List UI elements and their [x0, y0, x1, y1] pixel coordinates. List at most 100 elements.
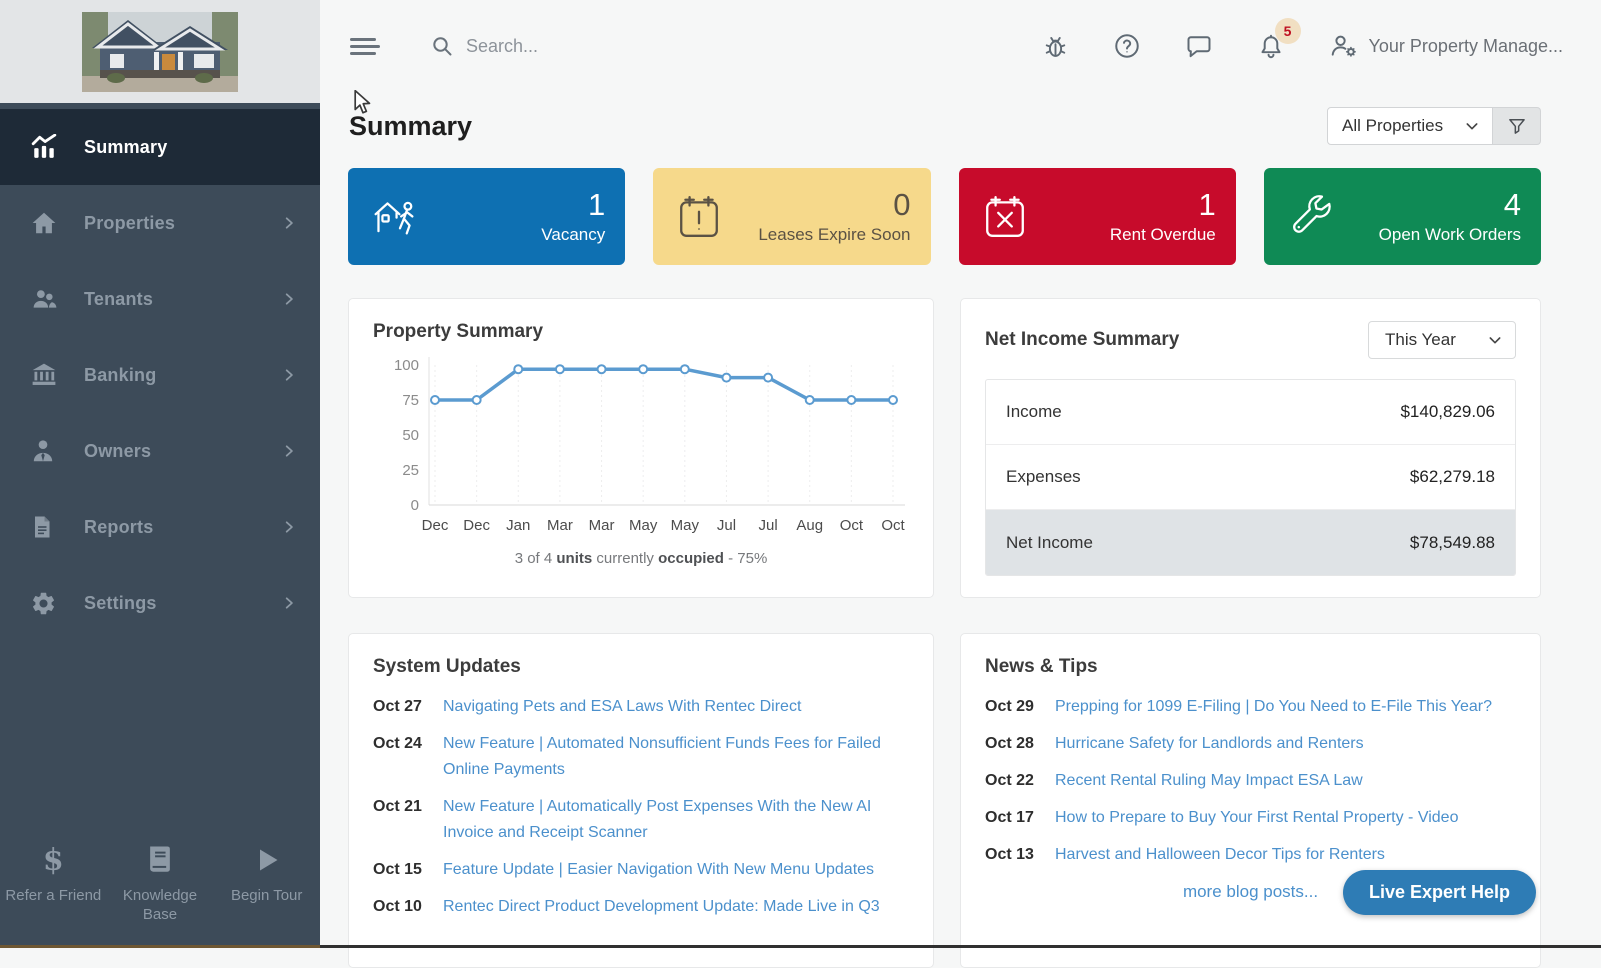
table-row: Income $140,829.06: [986, 380, 1515, 445]
property-filter-value: All Properties: [1342, 116, 1444, 135]
svg-text:50: 50: [402, 427, 419, 444]
chat-icon[interactable]: [1185, 32, 1213, 60]
list-item: Oct 21 New Feature | Automatically Post …: [373, 794, 909, 846]
main-content: 5 Your Proper: [320, 0, 1601, 968]
page-title: Summary: [349, 110, 473, 141]
sidebar-item-banking[interactable]: Banking: [0, 337, 320, 413]
footer-item-label: Begin Tour: [230, 887, 303, 904]
period-value: This Year: [1385, 330, 1456, 349]
post-date: Oct 15: [373, 861, 422, 878]
row-value: $62,279.18: [1409, 467, 1495, 486]
svg-text:Mar: Mar: [589, 517, 615, 534]
business-person-icon: [30, 436, 64, 466]
sidebar-footer: $ Refer a Friend Knowledge Base Begin To…: [0, 840, 320, 924]
stat-label: Open Work Orders: [1378, 225, 1521, 244]
post-date: Oct 13: [985, 846, 1034, 863]
sidebar-item-properties[interactable]: Properties: [0, 185, 320, 261]
post-link[interactable]: How to Prepare to Buy Your First Rental …: [1055, 809, 1459, 826]
sidebar-item-settings[interactable]: Settings: [0, 565, 320, 641]
search-icon: [430, 34, 454, 58]
page-header: Summary All Properties: [349, 102, 1541, 150]
knowledge-base-link[interactable]: Knowledge Base: [107, 840, 214, 924]
list-item: Oct 15 Feature Update | Easier Navigatio…: [373, 857, 909, 883]
panel-title: News & Tips: [985, 656, 1098, 677]
leases-expire-card[interactable]: 0 Leases Expire Soon: [653, 168, 931, 265]
sidebar-item-label: Settings: [84, 592, 157, 613]
document-icon: [30, 512, 64, 542]
refer-a-friend-link[interactable]: $ Refer a Friend: [0, 840, 107, 924]
sidebar-item-label: Banking: [84, 364, 157, 385]
help-icon[interactable]: [1113, 32, 1141, 60]
list-item: Oct 17 How to Prepare to Buy Your First …: [985, 805, 1516, 831]
rent-overdue-card[interactable]: 1 Rent Overdue: [958, 168, 1236, 265]
sidebar-item-tenants[interactable]: Tenants: [0, 261, 320, 337]
house-photo-logo: [82, 11, 238, 92]
list-item: Oct 13 Harvest and Halloween Decor Tips …: [985, 842, 1516, 868]
stat-value: 1: [1198, 187, 1216, 222]
sidebar: Summary Properties Tenants: [0, 0, 320, 948]
search-box: [430, 34, 786, 58]
bell-icon[interactable]: 5: [1257, 18, 1301, 60]
filter-button[interactable]: [1493, 107, 1541, 145]
topbar: 5 Your Proper: [320, 0, 1601, 92]
row-value: $78,549.88: [1409, 532, 1495, 552]
chevron-right-icon: [282, 594, 296, 612]
svg-text:Dec: Dec: [463, 517, 490, 534]
post-link[interactable]: Prepping for 1099 E-Filing | Do You Need…: [1055, 698, 1493, 715]
post-link[interactable]: New Feature | Automated Nonsufficient Fu…: [443, 735, 881, 778]
post-date: Oct 17: [985, 809, 1034, 826]
table-row: Expenses $62,279.18: [986, 445, 1515, 510]
summary-chart-icon: [30, 132, 64, 162]
post-date: Oct 21: [373, 798, 422, 815]
search-input[interactable]: [466, 35, 786, 57]
list-item: Oct 10 Rentec Direct Product Development…: [373, 894, 909, 920]
sidebar-item-owners[interactable]: Owners: [0, 413, 320, 489]
chevron-right-icon: [282, 214, 296, 232]
notification-badge: 5: [1274, 18, 1301, 44]
sidebar-item-reports[interactable]: Reports: [0, 489, 320, 565]
svg-text:Dec: Dec: [422, 517, 449, 534]
post-link[interactable]: Harvest and Halloween Decor Tips for Ren…: [1055, 846, 1385, 863]
post-date: Oct 10: [373, 898, 422, 915]
svg-text:0: 0: [411, 497, 419, 514]
svg-text:Mar: Mar: [547, 517, 573, 534]
post-link[interactable]: New Feature | Automatically Post Expense…: [443, 798, 872, 841]
company-logo[interactable]: [0, 0, 320, 103]
post-link[interactable]: Feature Update | Easier Navigation With …: [443, 861, 875, 878]
more-blog-posts-link[interactable]: more blog posts...: [1182, 882, 1319, 901]
sidebar-item-summary[interactable]: Summary: [0, 109, 320, 185]
post-link[interactable]: Recent Rental Ruling May Impact ESA Law: [1055, 772, 1363, 789]
bug-icon[interactable]: [1042, 33, 1069, 60]
panel-title: Net Income Summary: [985, 329, 1180, 350]
live-expert-help-button[interactable]: Live Expert Help: [1342, 870, 1536, 915]
vacancy-house-icon: [370, 196, 422, 238]
property-summary-panel: Property Summary 0 25 50 75 100 Dec Dec Jan Mar M…: [348, 298, 934, 598]
period-select[interactable]: This Year: [1368, 321, 1516, 359]
funnel-icon: [1507, 116, 1527, 136]
stat-label: Vacancy: [541, 225, 606, 244]
svg-text:75: 75: [402, 392, 419, 409]
post-link[interactable]: Navigating Pets and ESA Laws With Rentec…: [443, 698, 802, 715]
list-item: Oct 24 New Feature | Automated Nonsuffic…: [373, 731, 909, 783]
chevron-down-icon: [1487, 332, 1503, 348]
table-row-net-income: Net Income $78,549.88: [986, 510, 1515, 575]
gear-icon: [30, 588, 64, 618]
post-link[interactable]: Rentec Direct Product Development Update…: [443, 898, 880, 915]
sidebar-item-label: Reports: [84, 516, 154, 537]
system-updates-panel: System Updates Oct 27 Navigating Pets an…: [348, 633, 934, 968]
sidebar-nav: Summary Properties Tenants: [0, 103, 320, 641]
property-filter-select[interactable]: All Properties: [1327, 107, 1493, 145]
sidebar-item-label: Properties: [84, 212, 176, 233]
user-menu[interactable]: Your Property Manage...: [1329, 32, 1563, 60]
post-date: Oct 28: [985, 735, 1034, 752]
begin-tour-link[interactable]: Begin Tour: [213, 840, 320, 924]
dollar-icon: $: [42, 842, 64, 878]
vacancy-card[interactable]: 1 Vacancy: [348, 168, 626, 265]
hamburger-menu-icon[interactable]: [350, 34, 382, 59]
svg-text:Aug: Aug: [796, 517, 823, 534]
open-work-orders-card[interactable]: 4 Open Work Orders: [1263, 168, 1541, 265]
chevron-right-icon: [282, 442, 296, 460]
panel-title: Property Summary: [373, 321, 544, 342]
calendar-alert-icon: [675, 194, 723, 240]
post-link[interactable]: Hurricane Safety for Landlords and Rente…: [1055, 735, 1364, 752]
